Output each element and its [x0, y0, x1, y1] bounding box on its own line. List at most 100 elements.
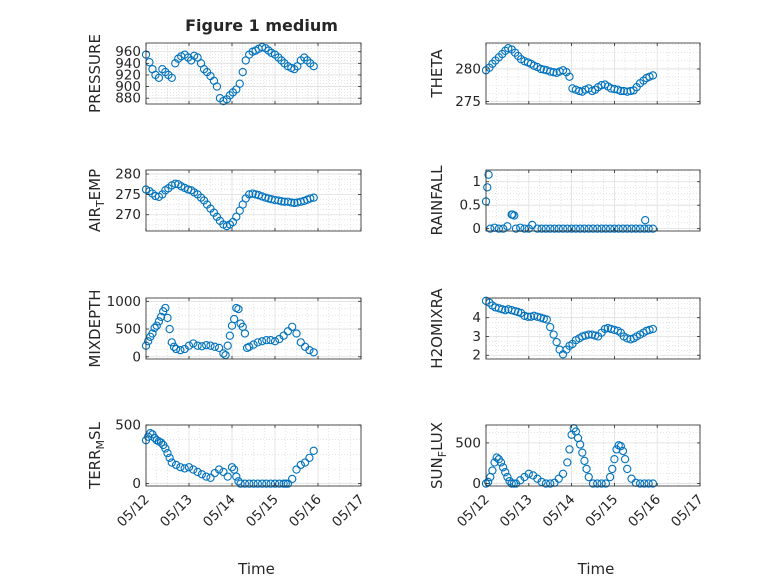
data-point: [483, 477, 493, 487]
data-point: [648, 224, 658, 233]
data-point: [616, 441, 625, 451]
data-point: [616, 86, 625, 96]
data-point: [161, 303, 170, 313]
data-point: [498, 224, 508, 233]
data-point: [618, 446, 628, 456]
data-point: [245, 479, 254, 488]
data-point: [576, 224, 585, 233]
data-point: [623, 334, 632, 343]
data-point: [167, 458, 176, 467]
y-tick-label: 275: [455, 94, 481, 110]
data-point: [281, 479, 290, 488]
data-point: [193, 467, 202, 477]
data-point: [644, 224, 653, 233]
data-point: [206, 473, 215, 482]
data-point: [644, 479, 653, 488]
data-point: [288, 474, 297, 484]
data-point: [635, 479, 645, 488]
data-point: [279, 331, 288, 340]
y-axis-label-part: SL: [86, 421, 104, 440]
data-point: [608, 464, 617, 474]
y-axis-label: H2OMIXRA: [428, 288, 446, 369]
data-point: [618, 224, 628, 233]
data-point: [503, 222, 512, 231]
y-axis-label-part: AIR: [86, 207, 104, 232]
data-point: [541, 479, 551, 488]
data-point: [235, 79, 244, 88]
data-point: [492, 453, 501, 462]
x-tick-label: 05/15: [582, 492, 621, 531]
data-point: [193, 341, 202, 350]
data-point: [484, 170, 493, 179]
data-point: [156, 438, 166, 447]
data-point: [537, 224, 546, 233]
data-point: [163, 448, 172, 458]
data-point: [150, 323, 159, 333]
x-axis-label: Time: [237, 560, 275, 578]
y-axis-label-part: EMP: [86, 169, 104, 200]
x-tick-label: 05/16: [625, 492, 664, 531]
data-point: [167, 73, 176, 83]
y-tick-label: 940: [115, 56, 141, 72]
data-point: [503, 472, 512, 482]
data-point: [223, 341, 232, 350]
axes-title: Figure 1 medium: [185, 16, 338, 35]
data-point: [156, 312, 166, 321]
data-point: [537, 477, 546, 487]
y-tick-label: 2: [472, 348, 481, 364]
y-axis-label-part: SUN: [428, 457, 446, 489]
x-tick-label: 05/15: [243, 492, 282, 531]
data-point: [524, 469, 533, 478]
x-tick-label: 05/16: [286, 492, 325, 531]
y-axis-label: MIXDEPTH: [86, 289, 104, 367]
data-point: [488, 466, 497, 475]
data-point: [305, 345, 314, 355]
data-point: [578, 448, 587, 457]
data-point: [232, 212, 241, 221]
data-point: [584, 330, 593, 339]
y-tick-label: 275: [115, 187, 141, 203]
data-point: [309, 193, 318, 202]
data-point: [253, 479, 262, 488]
data-point: [520, 224, 529, 233]
data-point: [171, 460, 181, 470]
data-point: [234, 304, 243, 314]
y-axis-label: TERRMSL: [86, 421, 107, 490]
data-point: [189, 339, 198, 348]
axes-terr-msl: 0 500 TERRMSL 05/12 05/13 05/14 05/15 05/16 05/1…: [86, 418, 368, 579]
y-tick-label: 500: [115, 418, 141, 434]
axes-frame: [145, 169, 362, 232]
y-axis-label-part: TERR: [86, 449, 104, 490]
axes-frame: [485, 424, 701, 487]
data-point: [206, 341, 215, 350]
y-tick-label: 0: [472, 221, 481, 237]
data-point: [541, 224, 551, 233]
data-point: [180, 464, 189, 473]
data-point: [154, 73, 164, 83]
x-tick-label: 05/12: [114, 492, 153, 531]
data-point: [225, 331, 234, 340]
data-point: [605, 472, 615, 482]
y-axis-label: RAINFALL: [428, 165, 446, 236]
y-tick-label: 3: [472, 329, 481, 345]
data-point: [580, 456, 589, 465]
data-point: [240, 329, 250, 338]
data-point: [631, 224, 640, 233]
data-point: [257, 479, 267, 488]
data-point: [546, 67, 555, 76]
data-point: [620, 455, 630, 464]
data-point: [571, 224, 581, 233]
axes-frame: [145, 42, 362, 105]
y-tick-label: 500: [455, 435, 481, 451]
data-point: [275, 479, 284, 488]
y-tick-label: 0.5: [460, 198, 481, 214]
data-point: [627, 224, 636, 233]
y-axis-label-part: F: [436, 451, 449, 457]
data-point: [227, 463, 237, 472]
data-point: [296, 338, 305, 347]
y-tick-label: 1000: [107, 294, 141, 310]
data-point: [542, 315, 551, 324]
data-point: [143, 337, 153, 346]
y-tick-label: 960: [115, 44, 141, 60]
